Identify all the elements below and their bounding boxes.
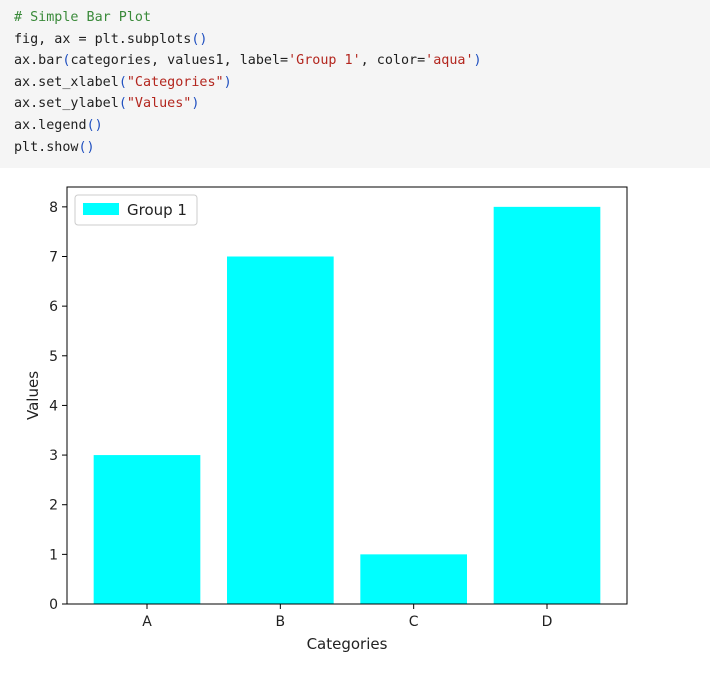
bars-group <box>93 206 601 604</box>
y-ticks-group: 0 1 2 3 4 5 6 7 8 <box>49 200 67 613</box>
bar-chart: 0 1 2 3 4 5 6 7 8 A B C D Categories Values Group 1 <box>0 168 710 669</box>
code-token: () <box>78 139 95 155</box>
code-token: ax.set_ylabel <box>14 96 119 112</box>
legend-entry-label: Group 1 <box>127 201 187 219</box>
y-axis-label: Values <box>24 371 42 420</box>
bar-C <box>360 554 467 604</box>
code-token: ( <box>118 96 127 112</box>
output-area: 0 1 2 3 4 5 6 7 8 A B C D Categories Values Group 1 <box>0 168 710 669</box>
code-token: ax.set_xlabel <box>14 74 119 90</box>
y-tick-label: 5 <box>49 349 58 365</box>
code-token: "Values" <box>126 96 192 112</box>
code-token: plt.show <box>14 139 79 155</box>
y-tick-label: 2 <box>49 498 58 514</box>
code-token: # Simple Bar Plot <box>14 10 152 25</box>
bar-A <box>93 455 201 604</box>
legend-box <box>74 194 198 226</box>
code-line: ax.set_ylabel("Values") <box>14 93 710 115</box>
y-tick-label: 8 <box>49 200 58 216</box>
y-tick-label: 7 <box>49 250 58 266</box>
code-token: ) <box>223 74 232 90</box>
code-line: ax.bar(categories, values1, label='Group… <box>14 50 710 72</box>
code-token: "Categories" <box>126 74 224 90</box>
code-token: ( <box>62 53 71 69</box>
y-tick-label: 4 <box>49 398 58 414</box>
code-cell[interactable]: # Simple Bar Plot fig, ax = plt.subplots(… <box>0 0 710 168</box>
code-token: , color= <box>360 53 426 69</box>
code-token: () <box>191 31 208 47</box>
code-token: ax.bar <box>14 53 63 69</box>
code-block: # Simple Bar Plot fig, ax = plt.subplots(… <box>14 7 710 158</box>
y-tick-label: 1 <box>49 547 58 563</box>
code-token: fig, ax = plt.subplots <box>14 31 192 47</box>
code-token: ) <box>473 53 482 69</box>
axes-frame <box>66 186 628 605</box>
code-token: ) <box>191 96 200 112</box>
code-token: () <box>86 117 103 133</box>
code-token: ( <box>118 74 127 90</box>
code-line: fig, ax = plt.subplots() <box>14 29 710 51</box>
bar-B <box>227 256 334 604</box>
y-tick-label: 6 <box>49 299 58 315</box>
y-tick-label: 0 <box>49 597 58 613</box>
legend: Group 1 <box>74 194 198 226</box>
code-token: categories, values1, label= <box>70 53 289 69</box>
y-tick-label: 3 <box>49 448 58 464</box>
x-tick-label: C <box>409 614 419 630</box>
code-token: ax.legend <box>14 117 87 133</box>
legend-swatch <box>83 203 119 215</box>
code-line: ax.set_xlabel("Categories") <box>14 72 710 94</box>
code-token: 'Group 1' <box>288 53 361 69</box>
x-tick-label: A <box>142 614 152 630</box>
x-ticks-group: A B C D <box>142 604 552 630</box>
code-token: 'aqua' <box>425 53 474 69</box>
code-line: ax.legend() <box>14 115 710 137</box>
x-tick-label: B <box>276 614 286 630</box>
x-tick-label: D <box>542 614 553 630</box>
code-line: # Simple Bar Plot <box>14 7 710 29</box>
code-line: plt.show() <box>14 137 710 159</box>
bar-D <box>493 206 601 604</box>
x-axis-label: Categories <box>307 635 388 653</box>
